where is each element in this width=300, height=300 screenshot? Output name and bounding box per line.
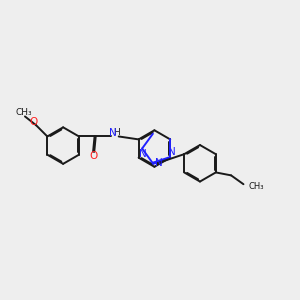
- Text: N: N: [155, 158, 163, 168]
- Text: H: H: [113, 128, 120, 137]
- Text: N: N: [167, 147, 175, 158]
- Text: N: N: [109, 128, 117, 138]
- Text: CH₃: CH₃: [15, 108, 32, 117]
- Text: CH₃: CH₃: [249, 182, 264, 191]
- Text: O: O: [29, 117, 38, 127]
- Text: O: O: [89, 152, 98, 161]
- Text: N: N: [140, 149, 147, 159]
